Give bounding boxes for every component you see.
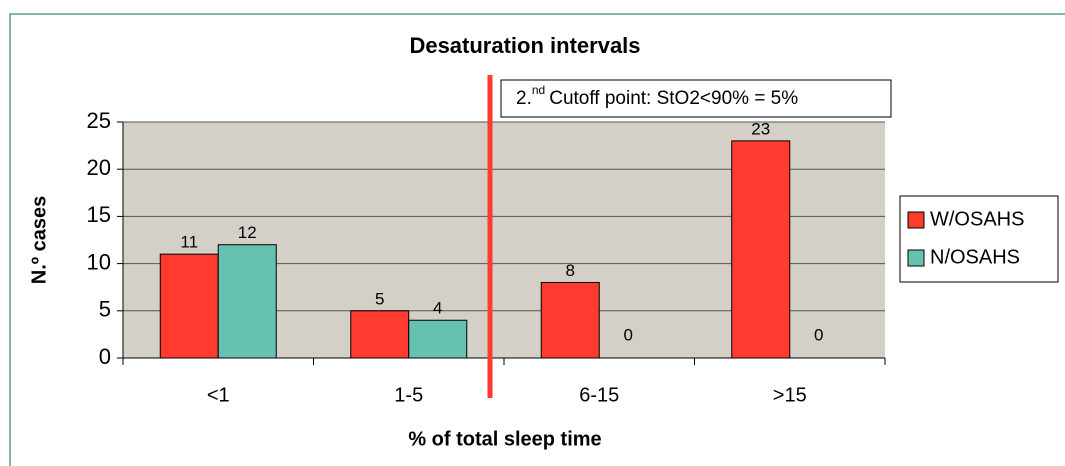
legend-label: W/OSAHS	[930, 208, 1024, 230]
legend-label: N/OSAHS	[930, 246, 1020, 268]
data-label: 0	[624, 325, 633, 344]
annotation-box	[500, 79, 892, 118]
data-label: 5	[375, 289, 384, 308]
legend-swatch	[907, 249, 925, 267]
legend-box	[899, 195, 1059, 283]
y-tick-label: 10	[87, 249, 111, 274]
annotation: 2.nd Cutoff point: StO2<90% = 5%	[516, 83, 798, 109]
x-axis-title: % of total sleep time	[408, 428, 601, 450]
y-tick-label: 25	[87, 108, 111, 133]
annotation-prefix: 2.	[516, 88, 532, 109]
bar	[217, 244, 277, 359]
annotation-superscript: nd	[532, 83, 545, 97]
x-tick-label: 6-15	[579, 384, 619, 406]
bar	[540, 281, 600, 359]
x-tick-label: <1	[207, 384, 230, 406]
y-axis-title: N.º cases	[28, 196, 50, 284]
annotation-text: Cutoff point: StO2<90% = 5%	[549, 88, 798, 109]
y-tick-label: 5	[99, 297, 111, 322]
legend-swatch	[907, 211, 925, 229]
data-label: 4	[433, 299, 442, 318]
y-tick-label: 0	[99, 344, 111, 369]
data-label: 12	[238, 223, 257, 242]
data-label: 23	[751, 119, 770, 138]
x-tick-label: >15	[773, 384, 807, 406]
bar	[731, 140, 791, 359]
y-tick-label: 15	[87, 202, 111, 227]
bar	[350, 310, 410, 359]
page-frame	[9, 13, 1065, 466]
x-tick-label: 1-5	[394, 384, 423, 406]
bar	[159, 253, 219, 359]
data-label: 11	[180, 233, 198, 252]
data-label: 0	[814, 325, 823, 344]
y-tick-label: 20	[87, 155, 111, 180]
bar	[408, 319, 468, 359]
data-label: 8	[566, 261, 575, 280]
chart-title: Desaturation intervals	[409, 33, 640, 58]
